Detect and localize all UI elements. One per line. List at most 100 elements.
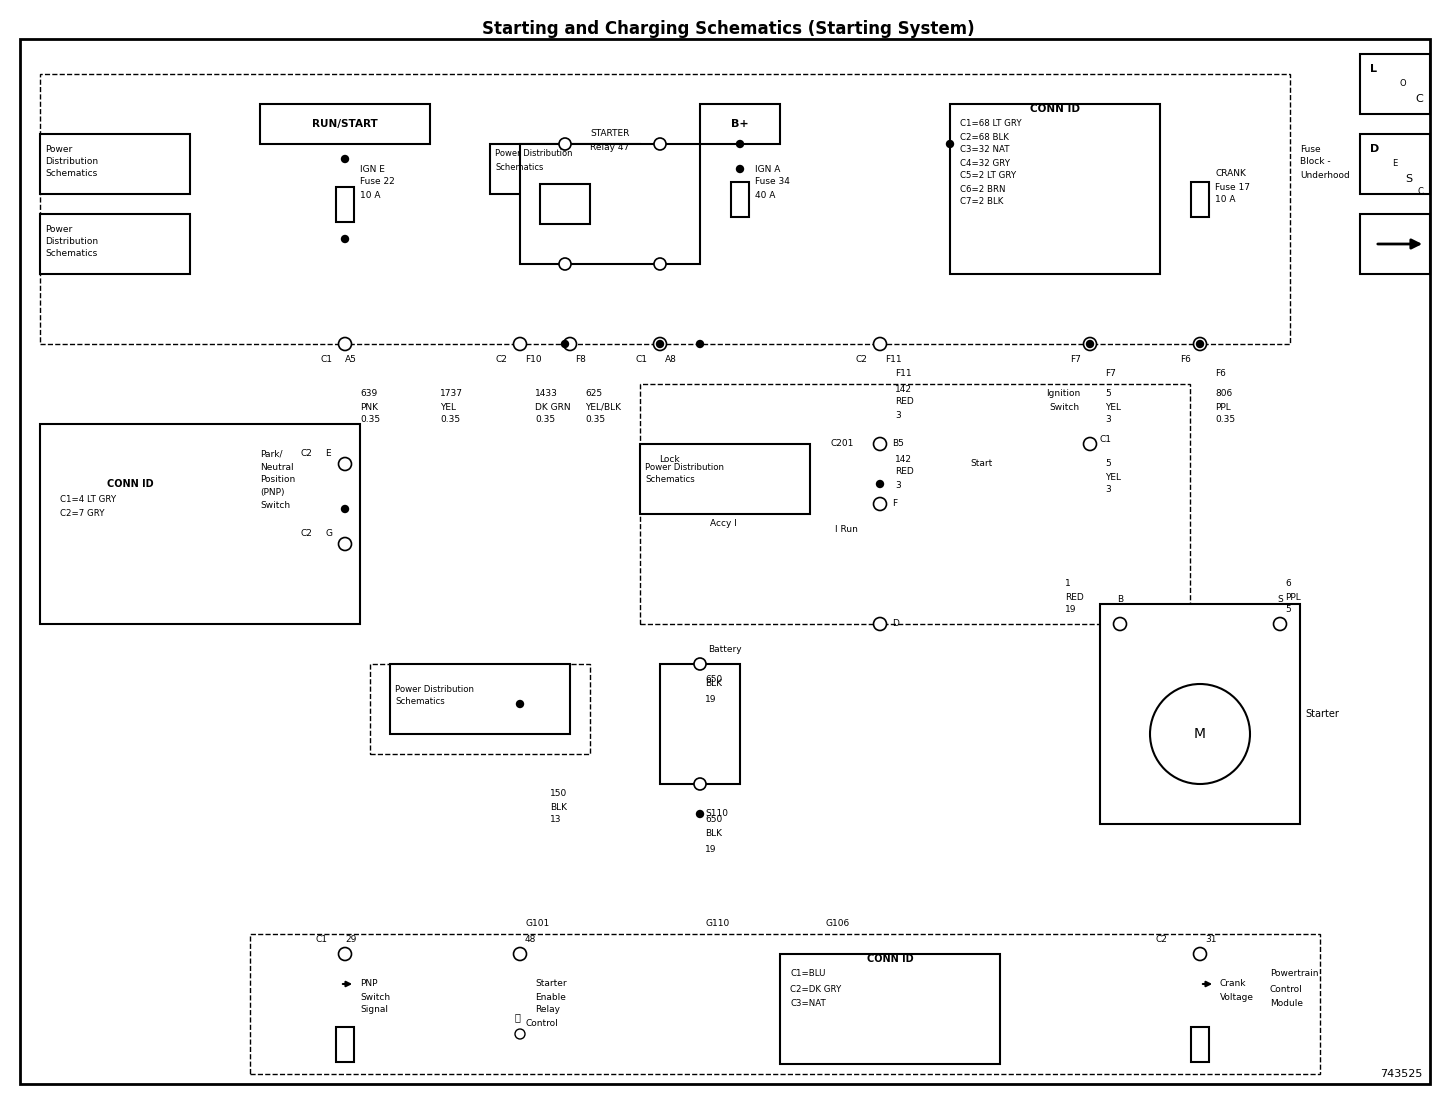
Text: Lock: Lock xyxy=(660,455,680,464)
Bar xyxy=(491,144,641,194)
Text: 40 A: 40 A xyxy=(756,191,776,200)
Circle shape xyxy=(654,138,665,150)
Circle shape xyxy=(338,457,351,470)
Text: RED: RED xyxy=(1064,593,1083,602)
Text: RUN/START: RUN/START xyxy=(312,119,379,129)
Text: Starter: Starter xyxy=(1305,709,1340,719)
Text: YEL: YEL xyxy=(1105,473,1121,481)
Text: RED: RED xyxy=(895,467,914,477)
Circle shape xyxy=(1150,684,1251,784)
Text: Distribution: Distribution xyxy=(45,236,98,245)
Text: F6: F6 xyxy=(1179,354,1191,363)
Text: F7: F7 xyxy=(1105,370,1115,379)
Text: 650: 650 xyxy=(705,675,722,683)
Bar xyxy=(390,664,569,734)
Circle shape xyxy=(1194,947,1207,960)
Bar xyxy=(39,424,360,624)
Text: C7=2 BLK: C7=2 BLK xyxy=(960,198,1003,206)
Text: BLK: BLK xyxy=(705,829,722,839)
Text: C201: C201 xyxy=(830,439,853,448)
Text: 1433: 1433 xyxy=(534,390,558,399)
Text: STARTER: STARTER xyxy=(590,129,629,138)
Bar xyxy=(540,184,590,224)
Circle shape xyxy=(654,258,665,270)
Circle shape xyxy=(1114,617,1127,630)
Circle shape xyxy=(695,778,706,790)
Circle shape xyxy=(1086,340,1093,348)
Text: 639: 639 xyxy=(360,390,377,399)
Text: 1: 1 xyxy=(1064,580,1070,588)
Bar xyxy=(370,664,590,754)
Text: 3: 3 xyxy=(895,480,901,489)
Bar xyxy=(949,104,1160,274)
Text: Control: Control xyxy=(1270,985,1303,994)
Text: CONN ID: CONN ID xyxy=(1029,104,1080,114)
Text: 48: 48 xyxy=(526,934,536,944)
Circle shape xyxy=(874,617,887,630)
Bar xyxy=(731,181,748,216)
Text: A5: A5 xyxy=(345,354,357,363)
Text: Power Distribution: Power Distribution xyxy=(395,684,475,693)
Circle shape xyxy=(696,340,703,348)
Text: F11: F11 xyxy=(895,370,911,379)
Text: 3: 3 xyxy=(1105,486,1111,495)
Text: RED: RED xyxy=(895,397,914,406)
Text: E: E xyxy=(1392,159,1398,169)
Bar xyxy=(1360,134,1430,194)
Bar xyxy=(250,934,1321,1074)
Circle shape xyxy=(696,810,703,817)
Circle shape xyxy=(559,138,571,150)
Text: Module: Module xyxy=(1270,999,1303,1008)
Text: Relay 47: Relay 47 xyxy=(590,142,629,151)
Text: B5: B5 xyxy=(893,439,904,448)
Text: Ignition: Ignition xyxy=(1045,390,1080,399)
Text: 743525: 743525 xyxy=(1380,1069,1423,1079)
Circle shape xyxy=(1197,340,1204,348)
Circle shape xyxy=(559,258,571,270)
Text: S110: S110 xyxy=(705,809,728,818)
Text: Position: Position xyxy=(261,476,296,485)
Text: Power Distribution: Power Distribution xyxy=(495,149,572,159)
Text: C2: C2 xyxy=(495,354,507,363)
Text: Accy I: Accy I xyxy=(711,520,737,529)
Text: C2=DK GRY: C2=DK GRY xyxy=(791,985,842,994)
Text: 142: 142 xyxy=(895,455,911,464)
Text: C2=68 BLK: C2=68 BLK xyxy=(960,132,1009,141)
Text: 0.35: 0.35 xyxy=(585,415,606,425)
Text: C1=4 LT GRY: C1=4 LT GRY xyxy=(60,495,116,503)
Text: C2: C2 xyxy=(1155,934,1166,944)
Text: C2=7 GRY: C2=7 GRY xyxy=(60,510,105,519)
Text: Starting and Charging Schematics (Starting System): Starting and Charging Schematics (Starti… xyxy=(482,20,974,38)
Bar xyxy=(336,187,354,222)
Circle shape xyxy=(342,235,348,243)
Text: O: O xyxy=(1401,79,1406,88)
Text: PNK: PNK xyxy=(360,403,379,412)
Text: Fuse 22: Fuse 22 xyxy=(360,178,395,187)
Text: C1=BLU: C1=BLU xyxy=(791,969,826,978)
Text: C5=2 LT GRY: C5=2 LT GRY xyxy=(960,171,1016,180)
Circle shape xyxy=(946,140,954,148)
Bar xyxy=(1099,604,1300,824)
Text: G106: G106 xyxy=(826,920,849,928)
Bar xyxy=(1191,1027,1208,1062)
Circle shape xyxy=(342,156,348,162)
Text: 5: 5 xyxy=(1105,390,1111,399)
Circle shape xyxy=(737,140,744,148)
Text: Fuse 17: Fuse 17 xyxy=(1214,182,1251,191)
Text: PNP: PNP xyxy=(360,979,377,988)
Circle shape xyxy=(1083,338,1096,350)
Text: DK GRN: DK GRN xyxy=(534,403,571,412)
Bar xyxy=(261,104,430,144)
Text: 19: 19 xyxy=(705,694,716,703)
Text: Switch: Switch xyxy=(360,992,390,1001)
Text: CONN ID: CONN ID xyxy=(106,479,153,489)
Circle shape xyxy=(695,658,706,670)
Text: 10 A: 10 A xyxy=(1214,195,1236,204)
Text: G101: G101 xyxy=(526,920,549,928)
Text: 0.35: 0.35 xyxy=(534,415,555,425)
Text: F6: F6 xyxy=(1214,370,1226,379)
Text: A8: A8 xyxy=(665,354,677,363)
Text: 3: 3 xyxy=(1105,415,1111,425)
Text: BLK: BLK xyxy=(705,679,722,689)
Circle shape xyxy=(517,701,524,708)
